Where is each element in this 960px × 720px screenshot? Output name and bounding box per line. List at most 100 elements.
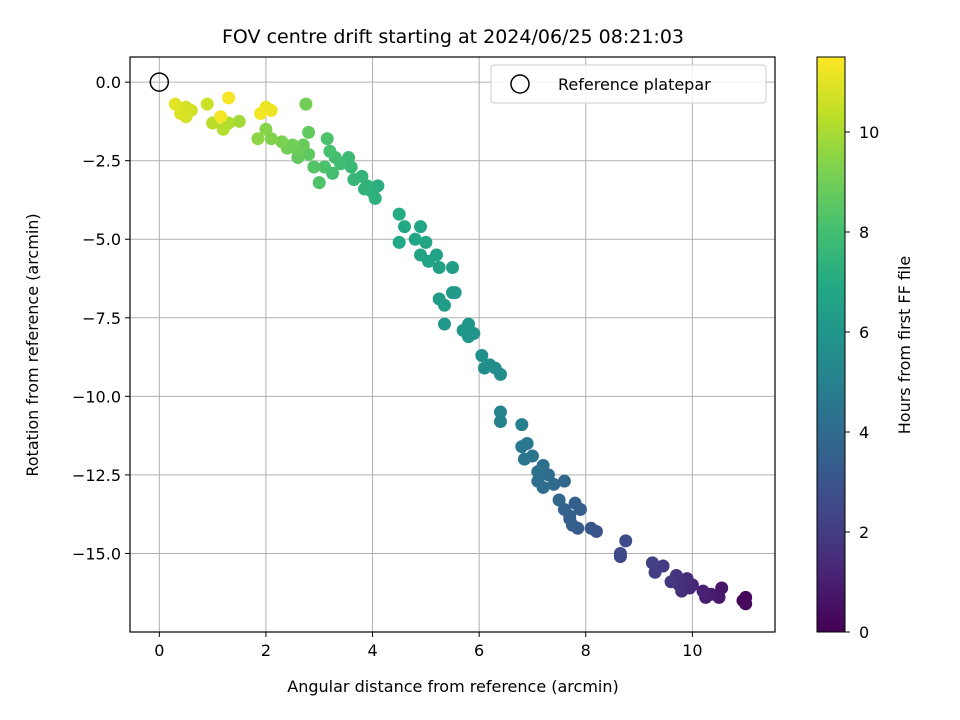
y-tick-label: −2.5 [82, 152, 121, 171]
data-point [358, 182, 372, 196]
data-point [547, 477, 561, 491]
chart-title: FOV centre drift starting at 2024/06/25 … [222, 26, 684, 48]
data-point [414, 248, 428, 262]
data-point [531, 465, 545, 479]
data-point [568, 496, 582, 510]
data-point [438, 317, 452, 331]
y-tick-label: 0.0 [96, 73, 121, 92]
y-tick-label: −12.5 [72, 466, 121, 485]
data-point [254, 107, 268, 121]
y-tick-label: −10.0 [72, 387, 121, 406]
data-point [264, 132, 278, 146]
data-point [448, 286, 462, 300]
data-point [368, 191, 382, 205]
legend: Reference platepar [490, 64, 767, 104]
data-point [493, 405, 507, 419]
data-point [531, 474, 545, 488]
colorbar-gradient [816, 56, 846, 633]
colorbar-tick-label: 6 [859, 323, 869, 342]
x-tick-label: 6 [474, 641, 484, 660]
data-point [392, 207, 406, 221]
data-point [275, 135, 289, 149]
colorbar-tick-label: 2 [859, 523, 869, 542]
data-point [430, 248, 444, 262]
data-point [739, 597, 753, 611]
data-point [307, 160, 321, 174]
data-point [302, 147, 316, 161]
data-point [419, 235, 433, 249]
x-axis-label: Angular distance from reference (arcmin) [287, 677, 618, 696]
data-point [222, 91, 236, 105]
data-point [264, 103, 278, 117]
data-point [168, 97, 182, 111]
data-point [251, 132, 265, 146]
data-point [541, 468, 555, 482]
reference-point [149, 72, 170, 92]
data-point [563, 512, 577, 526]
colorbar-tick-label: 0 [859, 623, 869, 642]
scatter-points [168, 91, 753, 611]
data-point [515, 418, 529, 432]
data-point [475, 348, 489, 362]
y-axis: 0.0 −2.5 −5.0 −7.5 −10.0 −12.5 −15.0 [72, 73, 130, 563]
data-point [414, 220, 428, 234]
data-point [200, 97, 214, 111]
grid [130, 57, 775, 632]
plot-frame [129, 56, 776, 633]
data-point [174, 107, 188, 121]
reference-marker [149, 72, 170, 92]
colorbar-tick-label: 8 [859, 223, 869, 242]
data-point [259, 122, 273, 136]
data-point [483, 358, 497, 372]
x-tick-label: 10 [682, 641, 702, 660]
x-tick-label: 8 [581, 641, 591, 660]
x-tick-label: 2 [261, 641, 271, 660]
colorbar-label: Hours from first FF file [895, 256, 914, 435]
data-point [392, 235, 406, 249]
data-point [408, 232, 422, 246]
x-tick-label: 4 [367, 641, 377, 660]
data-point [557, 474, 571, 488]
data-point [312, 176, 326, 190]
data-point [467, 327, 481, 341]
data-point [432, 261, 446, 275]
data-point [216, 122, 230, 136]
y-tick-label: −7.5 [82, 309, 121, 328]
y-tick-label: −15.0 [72, 544, 121, 563]
data-point [557, 502, 571, 516]
data-point [696, 584, 710, 598]
data-point [520, 436, 534, 450]
colorbar-tick-label: 10 [859, 123, 879, 142]
legend-marker [510, 74, 530, 94]
data-point [214, 110, 228, 124]
data-point [438, 298, 452, 312]
data-point [493, 367, 507, 381]
data-point [664, 575, 678, 589]
data-point [232, 114, 246, 128]
data-point [398, 220, 412, 234]
x-axis: 0 2 4 6 8 10 [154, 632, 703, 660]
data-point [552, 493, 566, 507]
colorbar-tick-label: 4 [859, 423, 869, 442]
data-point [320, 132, 334, 146]
y-tick-label: −5.0 [82, 230, 121, 249]
data-point [645, 556, 659, 570]
legend-label: Reference platepar [558, 75, 711, 94]
data-point [299, 97, 313, 111]
data-point [493, 414, 507, 428]
legend-box [490, 64, 767, 104]
colorbar: 0 2 4 6 8 10 Hours from first FF file [816, 56, 914, 642]
data-point [461, 317, 475, 331]
data-point [446, 261, 459, 275]
x-tick-label: 0 [154, 641, 164, 660]
y-axis-label: Rotation from reference (arcmin) [23, 213, 42, 476]
data-point [584, 521, 598, 535]
data-point [318, 160, 332, 174]
data-point [347, 173, 361, 187]
data-point [517, 452, 531, 466]
data-point [613, 546, 627, 560]
data-point [302, 125, 316, 139]
data-point [323, 144, 337, 158]
colorbar-ticks: 0 2 4 6 8 10 [845, 123, 879, 642]
